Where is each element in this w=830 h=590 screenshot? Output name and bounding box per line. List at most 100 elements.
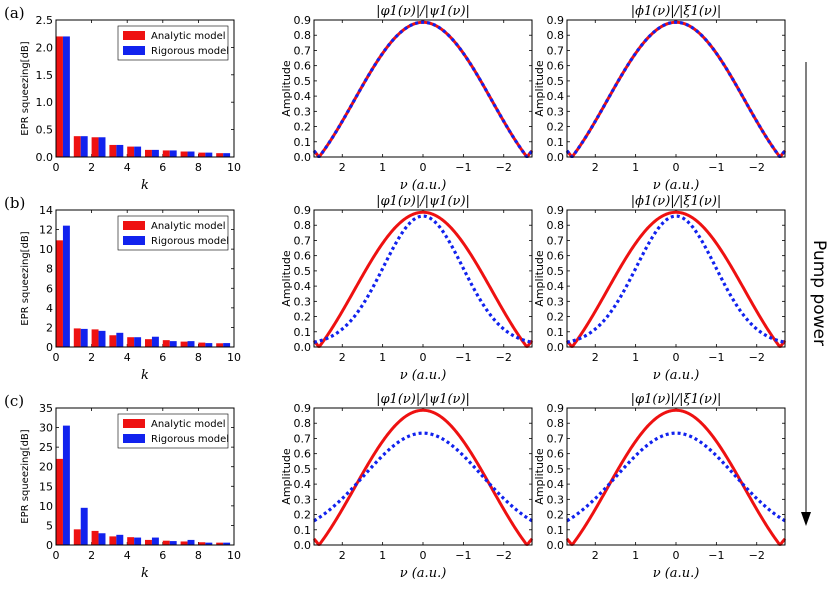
- y-tick-label: 0.0: [294, 539, 312, 552]
- x-tick-label: 2: [88, 351, 95, 364]
- analytic-bar-k2: [91, 137, 99, 157]
- y-tick-label: 0.1: [547, 524, 565, 537]
- x-tick-label: 2: [592, 161, 599, 174]
- axes-frame: [313, 19, 533, 158]
- x-tick-label: −1: [708, 161, 724, 174]
- x-axis-label: ν (a.u.): [400, 368, 447, 383]
- y-tick-label: 0.9: [294, 14, 312, 27]
- analytic-bar-k9: [216, 343, 224, 347]
- chart-panel-7: (c) 0 5 10 15 20 25 30 35 0 2 4 6 8 10 k EPR squeezing[d…: [4, 392, 241, 581]
- legend-label: Analytic model: [151, 419, 226, 430]
- rigorous-bar-k7: [187, 539, 195, 545]
- analytic-bar-k6: [162, 540, 170, 545]
- rigorous-bar-k7: [187, 341, 195, 347]
- chart-panel-3: |ϕ1(ν)|/|ξ1(ν)| 0.0 0.1 0.2 0.3 0.4 0.5 0.6 0.7 0…: [533, 4, 787, 193]
- y-tick-label: 0.3: [547, 493, 565, 506]
- analytic-bar-k2: [91, 530, 99, 545]
- x-tick-label: −2: [749, 161, 765, 174]
- x-tick-label: 2: [339, 549, 346, 562]
- analytic-bar-k1: [73, 136, 81, 157]
- chart-panel-1: (a) 0.0 0.5 1.0 1.5 2.0 2.5 0 2 4 6 8 10 k EPR squeezi…: [4, 4, 241, 193]
- axes-frame: [566, 19, 786, 158]
- chart-title: |ϕ1(ν)|/|ξ1(ν)|: [631, 4, 722, 19]
- y-tick-label: 0.4: [294, 280, 312, 293]
- analytic-bar-k7: [180, 341, 188, 347]
- x-tick-label: 10: [227, 351, 241, 364]
- y-axis-label: Amplitude: [533, 448, 546, 505]
- rigorous-bar-k5: [151, 149, 159, 157]
- x-tick-label: 6: [159, 161, 166, 174]
- x-tick-label: 2: [88, 549, 95, 562]
- analytic-bar-k3: [109, 144, 117, 157]
- x-tick-label: 2: [592, 549, 599, 562]
- y-tick-label: 0.1: [294, 524, 312, 537]
- x-tick-label: 2: [339, 351, 346, 364]
- panel-label: (c): [4, 392, 24, 410]
- y-tick-label: 0.9: [294, 402, 312, 415]
- rigorous-bar-k1: [80, 507, 88, 545]
- plot-area: [56, 36, 231, 157]
- x-tick-label: 4: [124, 549, 131, 562]
- x-tick-label: −1: [455, 161, 471, 174]
- x-tick-label: 6: [159, 549, 166, 562]
- y-tick-label: 0.0: [36, 151, 54, 164]
- rigorous-bar-k4: [134, 537, 142, 545]
- rigorous-bar-k2: [98, 533, 106, 545]
- y-tick-label: 0.6: [547, 60, 565, 73]
- chart-panel-4: (b) 0 2 4 6 8 10 12 14 0 2 4 6 8 10 k EPR squeezing[dB] A…: [4, 194, 241, 383]
- y-tick-label: 0.3: [547, 105, 565, 118]
- rigorous-bar-k5: [151, 336, 159, 347]
- y-axis-label: EPR squeezing[dB]: [20, 429, 31, 523]
- x-tick-label: 0: [673, 549, 680, 562]
- legend-label: Rigorous model: [151, 434, 229, 445]
- y-axis-label: Amplitude: [280, 448, 293, 505]
- y-tick-label: 20: [39, 461, 53, 474]
- y-tick-label: 0.5: [36, 124, 54, 137]
- pump-arrow-head: [801, 512, 811, 526]
- analytic-bar-k9: [216, 153, 224, 157]
- y-tick-label: 0.0: [547, 539, 565, 552]
- x-tick-label: 1: [379, 549, 386, 562]
- x-tick-label: −1: [708, 351, 724, 364]
- x-tick-label: 0: [420, 161, 427, 174]
- pump-power-label: Pump power: [809, 240, 829, 346]
- rigorous-bar-k9: [223, 542, 231, 545]
- rigorous-bar-k6: [169, 541, 177, 545]
- y-tick-label: 0.3: [547, 295, 565, 308]
- y-tick-label: 0.7: [547, 234, 565, 247]
- analytic-bar-k5: [145, 149, 152, 157]
- x-tick-label: 1: [379, 351, 386, 364]
- y-tick-label: 0.8: [547, 29, 565, 42]
- x-tick-label: −2: [496, 549, 512, 562]
- y-tick-label: 0.1: [294, 136, 312, 149]
- y-axis-label: Amplitude: [533, 60, 546, 117]
- analytic-bar-k5: [145, 539, 152, 545]
- y-tick-label: 0.4: [547, 90, 565, 103]
- y-tick-label: 0.3: [294, 493, 312, 506]
- legend-swatch-rigorous: [123, 236, 145, 245]
- chart-legend: Analytic model Rigorous model: [117, 215, 229, 251]
- rigorous-bar-k7: [187, 151, 195, 157]
- rigorous-bar-k2: [98, 137, 106, 157]
- rigorous-curve: [312, 20, 534, 159]
- x-tick-label: 0: [53, 351, 60, 364]
- analytic-bar-k8: [198, 542, 206, 545]
- y-tick-label: 0.9: [547, 14, 565, 27]
- y-tick-label: 0.7: [294, 432, 312, 445]
- rigorous-bar-k3: [116, 332, 124, 347]
- y-tick-label: 0.5: [547, 75, 565, 88]
- legend-swatch-analytic: [123, 31, 145, 40]
- analytic-curve: [312, 20, 534, 158]
- y-tick-label: 8: [46, 263, 53, 276]
- rigorous-bar-k3: [116, 534, 124, 545]
- y-tick-label: 0.2: [547, 509, 565, 522]
- legend-label: Analytic model: [151, 221, 226, 232]
- plot-area: [565, 210, 787, 348]
- x-tick-label: 2: [88, 161, 95, 174]
- legend-swatch-rigorous: [123, 46, 145, 55]
- plot-area: [565, 20, 787, 159]
- chart-panel-5: |φ1(ν)|/|ψ1(ν)| 0.0 0.1 0.2 0.3 0.4 0.5 0.6 0.7 0…: [280, 194, 534, 383]
- x-tick-label: 0: [53, 549, 60, 562]
- rigorous-bar-k8: [205, 542, 213, 545]
- y-axis-label: Amplitude: [280, 60, 293, 117]
